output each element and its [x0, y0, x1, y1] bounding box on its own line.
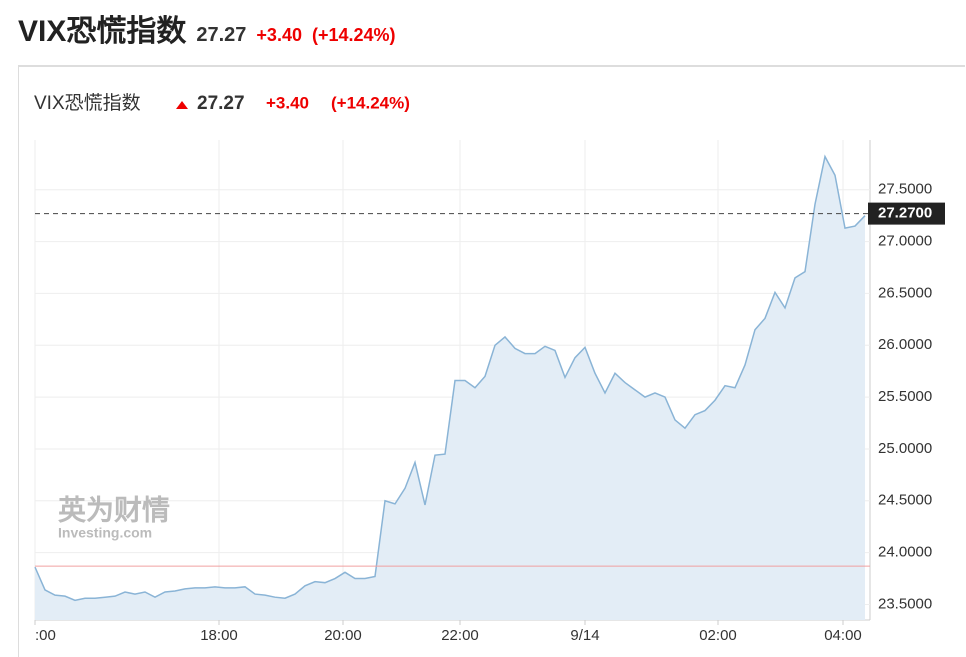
x-tick-label: 02:00: [699, 627, 737, 644]
x-tick-label: 18:00: [200, 627, 238, 644]
y-tick-label: 27.0000: [878, 233, 932, 250]
change-pct: (+14.24%): [311, 25, 396, 45]
x-tick-label: 20:00: [324, 627, 362, 644]
chart-price: 27.27: [197, 93, 245, 114]
chart-title: VIX恐慌指数: [34, 92, 141, 114]
x-tick-label: 04:00: [824, 627, 862, 644]
price: 27.27: [196, 24, 247, 46]
up-arrow: [176, 101, 188, 109]
last-price-box: [868, 202, 945, 225]
y-tick-label: 26.0000: [878, 336, 932, 353]
chart-panel: [18, 65, 965, 657]
change: +3.40: [256, 25, 302, 45]
watermark-en: Investing.com: [58, 525, 152, 541]
x-tick-label: 9/14: [570, 627, 599, 644]
y-tick-label: 26.5000: [878, 284, 932, 301]
chart-change: +3.40: [266, 93, 309, 112]
y-tick-label: 25.0000: [878, 440, 932, 457]
x-tick-label: :00: [35, 627, 56, 644]
line: [34, 154, 866, 602]
y-tick-label: 23.5000: [878, 595, 932, 612]
watermark-cn: 英为财情: [58, 494, 170, 525]
chart-change-pct: (+14.24%): [331, 93, 410, 112]
y-tick-label: 24.5000: [878, 492, 932, 509]
y-tick-label: 27.5000: [878, 181, 932, 198]
title: VIX恐慌指数: [18, 15, 187, 48]
x-tick-label: 22:00: [441, 627, 479, 644]
y-tick-label: 25.5000: [878, 388, 932, 405]
header: VIX恐慌指数 27.27 +3.40 (+14.24%): [18, 6, 396, 50]
y-tick-label: 24.0000: [878, 544, 932, 561]
plot: 23.5000 24.0000 24.5000 25.0000 25.5000 26.00…: [34, 140, 945, 644]
last-price-label: 27.2700: [878, 205, 932, 222]
area: [35, 156, 865, 621]
